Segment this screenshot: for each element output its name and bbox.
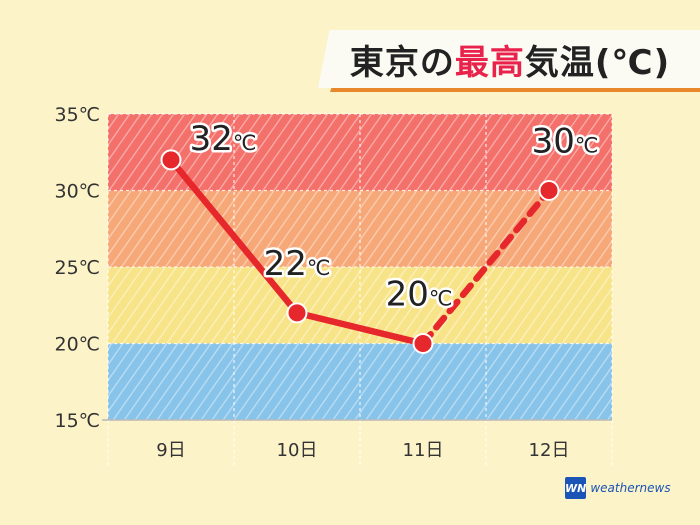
title-box bbox=[318, 30, 700, 88]
data-label: 32℃ bbox=[190, 119, 257, 159]
y-tick-label: 20℃ bbox=[54, 334, 100, 356]
y-tick-label: 25℃ bbox=[54, 257, 100, 279]
data-point bbox=[286, 302, 308, 324]
x-tick-label: 12日 bbox=[529, 440, 570, 461]
data-label: 20℃ bbox=[386, 275, 453, 315]
data-label: 22℃ bbox=[264, 244, 331, 284]
temperature-series bbox=[160, 149, 560, 354]
y-axis: 35℃ 30℃ 25℃ 20℃ 15℃ bbox=[54, 104, 100, 432]
series-line-segment bbox=[293, 309, 427, 347]
chart-grid bbox=[102, 113, 613, 468]
title-prefix: 東京の bbox=[349, 42, 455, 83]
series-line-segment bbox=[419, 187, 553, 347]
data-labels: 32℃ 22℃ 20℃ 30℃ bbox=[187, 116, 601, 317]
weathernews-logo: WN weathernews bbox=[565, 476, 671, 500]
x-axis: 9日 10日 11日 12日 bbox=[156, 440, 569, 461]
data-point bbox=[160, 149, 182, 171]
chart-title: 東京の 最高 気温(℃) bbox=[330, 34, 690, 84]
x-tick-label: 10日 bbox=[277, 440, 318, 461]
data-point bbox=[538, 180, 560, 201]
series-line-segment bbox=[167, 156, 301, 317]
y-tick-label: 35℃ bbox=[54, 104, 100, 126]
y-tick-label: 15℃ bbox=[54, 410, 100, 432]
x-tick-label: 11日 bbox=[403, 440, 444, 461]
data-label: 30℃ bbox=[532, 122, 599, 162]
brand-mark: WN bbox=[565, 477, 587, 499]
brand-name: weathernews bbox=[590, 481, 671, 495]
x-tick-label: 9日 bbox=[156, 440, 185, 461]
title-suffix: 気温(℃) bbox=[524, 42, 671, 83]
y-tick-label: 30℃ bbox=[54, 181, 100, 203]
data-point bbox=[412, 333, 434, 354]
title-highlight: 最高 bbox=[454, 42, 525, 83]
